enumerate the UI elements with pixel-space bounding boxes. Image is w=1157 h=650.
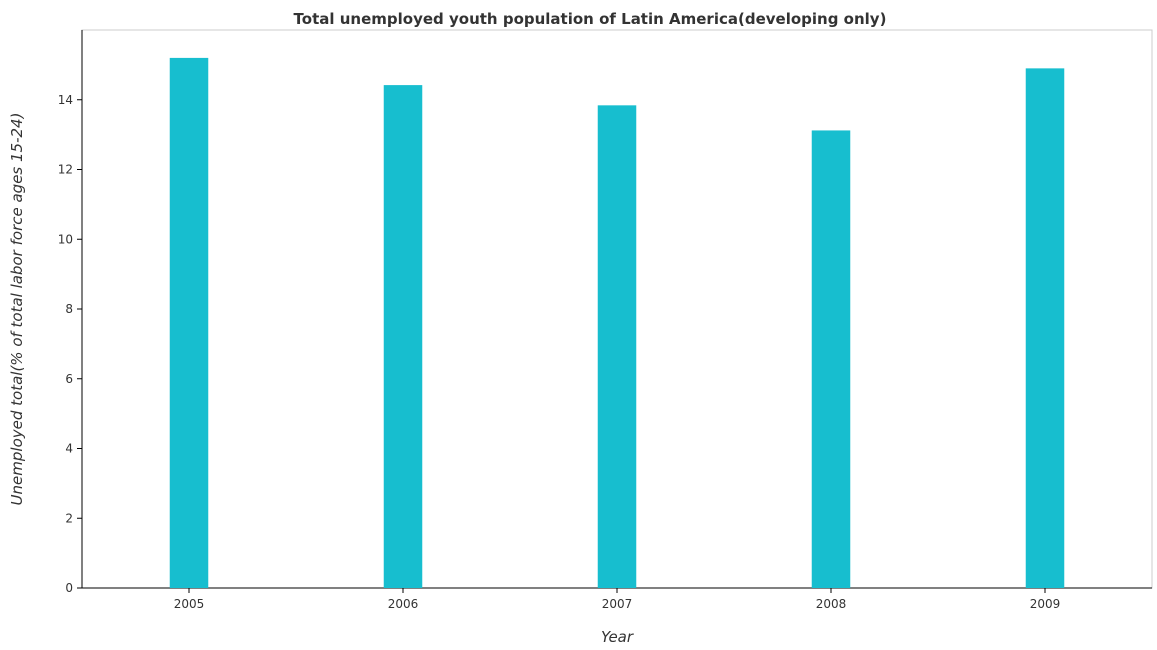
x-tick-label: 2008 xyxy=(816,597,847,611)
bars xyxy=(169,57,1065,589)
bar-2008 xyxy=(811,130,851,588)
y-axis: 0 2 4 6 8 10 12 14 xyxy=(58,30,83,595)
x-tick-label: 2006 xyxy=(388,597,419,611)
x-axis: 2005 2006 2007 2008 2009 xyxy=(82,587,1152,611)
y-tick-label: 14 xyxy=(58,93,73,107)
y-tick-label: 10 xyxy=(58,232,73,246)
y-tick-label: 4 xyxy=(65,442,73,456)
y-tick-label: 12 xyxy=(58,163,73,177)
x-tick-label: 2007 xyxy=(602,597,633,611)
y-axis-title: Unemployed total(% of total labor force … xyxy=(8,113,26,506)
bar-2006 xyxy=(383,85,423,588)
x-axis-title: Year xyxy=(601,628,634,646)
x-tick-label: 2009 xyxy=(1030,597,1061,611)
y-tick-label: 6 xyxy=(65,372,73,386)
y-tick-label: 0 xyxy=(65,581,73,595)
y-tick-label: 2 xyxy=(65,511,73,525)
x-tick-label: 2005 xyxy=(174,597,205,611)
y-tick-label: 8 xyxy=(65,302,73,316)
bar-2009 xyxy=(1025,68,1065,589)
chart-title: Total unemployed youth population of Lat… xyxy=(294,10,887,28)
bar-2005 xyxy=(169,57,209,588)
bar-2007 xyxy=(597,105,637,588)
